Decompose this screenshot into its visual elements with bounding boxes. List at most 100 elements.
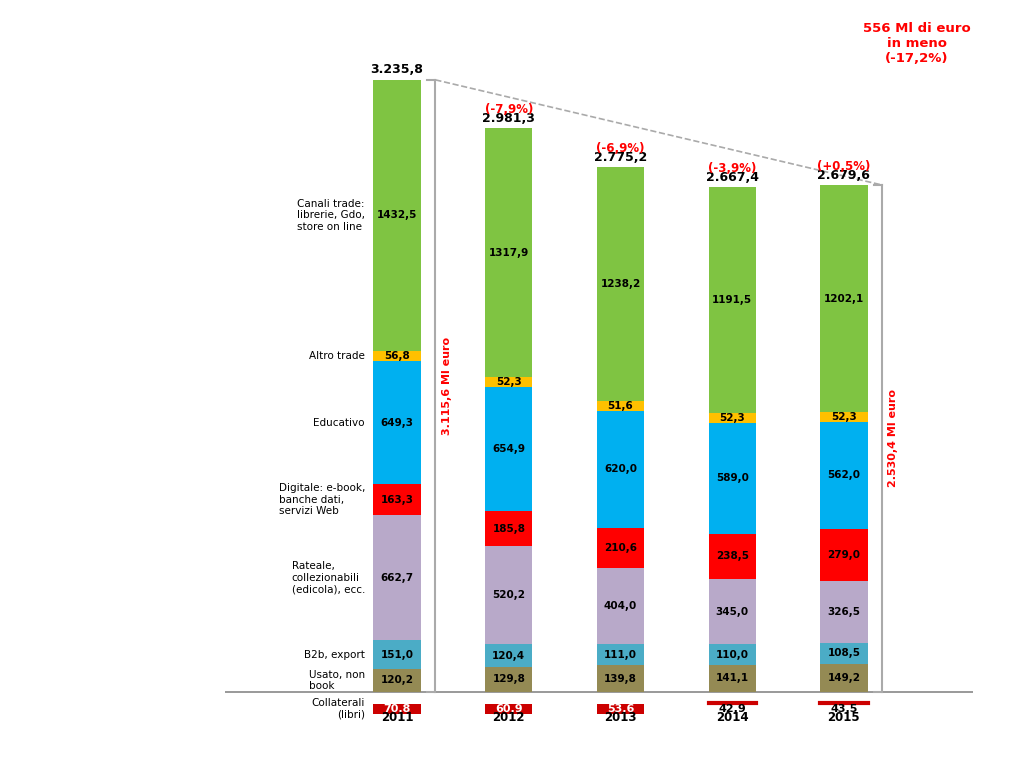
Bar [374, 350, 421, 362]
Text: 110,0: 110,0 [716, 649, 749, 659]
Text: 163,3: 163,3 [381, 495, 414, 505]
Text: 60,9: 60,9 [495, 704, 522, 714]
Bar [374, 80, 421, 350]
Text: 42,9: 42,9 [719, 704, 746, 714]
Bar [485, 377, 532, 387]
Text: 139,8: 139,8 [604, 673, 637, 684]
Bar [485, 667, 532, 692]
Text: 1191,5: 1191,5 [712, 295, 753, 305]
Bar [820, 412, 867, 422]
Text: 3.115,6 Ml euro: 3.115,6 Ml euro [441, 337, 452, 435]
Text: 141,1: 141,1 [716, 673, 749, 683]
Bar [485, 546, 532, 644]
Bar [709, 412, 756, 422]
Text: 2011: 2011 [381, 711, 414, 724]
Bar [597, 644, 644, 666]
Text: 620,0: 620,0 [604, 464, 637, 474]
Bar [820, 529, 867, 581]
FancyBboxPatch shape [597, 704, 644, 714]
Text: 1202,1: 1202,1 [823, 294, 864, 304]
Bar [597, 568, 644, 644]
Text: B2b, export: B2b, export [304, 649, 365, 659]
Text: 649,3: 649,3 [381, 418, 414, 428]
Text: 654,9: 654,9 [493, 444, 525, 454]
Bar [709, 665, 756, 692]
Text: Collaterali
(libri): Collaterali (libri) [311, 698, 365, 720]
Bar [820, 581, 867, 643]
Bar [597, 401, 644, 411]
Text: 2013: 2013 [604, 711, 637, 724]
Bar [709, 187, 756, 412]
Text: 2014: 2014 [716, 711, 749, 724]
Text: 1317,9: 1317,9 [488, 248, 529, 258]
Bar [597, 528, 644, 568]
Text: 129,8: 129,8 [493, 675, 525, 685]
Text: 1238,2: 1238,2 [600, 279, 641, 289]
Text: Canali trade:
librerie, Gdo,
store on line: Canali trade: librerie, Gdo, store on li… [297, 199, 365, 232]
Text: (+0,5%): (+0,5%) [817, 160, 870, 173]
Text: 3.235,8: 3.235,8 [371, 63, 424, 76]
Bar [820, 663, 867, 692]
Bar [709, 422, 756, 534]
Text: 2012: 2012 [493, 711, 525, 724]
Bar [374, 515, 421, 640]
Text: 108,5: 108,5 [827, 648, 860, 659]
Text: 520,2: 520,2 [493, 591, 525, 601]
Text: Altro trade: Altro trade [309, 351, 365, 361]
Bar [374, 484, 421, 515]
Text: 70,8: 70,8 [383, 704, 411, 714]
Bar [820, 185, 867, 412]
Bar [374, 362, 421, 484]
Text: (-3,9%): (-3,9%) [708, 162, 757, 175]
FancyBboxPatch shape [485, 704, 532, 714]
Text: 52,3: 52,3 [496, 377, 521, 387]
Text: 2.981,3: 2.981,3 [482, 112, 536, 125]
Text: (-7,9%): (-7,9%) [484, 103, 534, 116]
Text: 43,5: 43,5 [830, 704, 858, 714]
Text: 120,4: 120,4 [493, 651, 525, 661]
Text: 52,3: 52,3 [719, 412, 745, 422]
Bar [485, 644, 532, 667]
Text: 56,8: 56,8 [384, 351, 410, 361]
Text: Digitale: e-book,
banche dati,
servizi Web: Digitale: e-book, banche dati, servizi W… [279, 483, 365, 516]
Text: 185,8: 185,8 [493, 523, 525, 533]
Text: 51,6: 51,6 [607, 401, 634, 411]
Text: 404,0: 404,0 [604, 601, 637, 611]
Text: 2.679,6: 2.679,6 [817, 168, 870, 181]
Bar [597, 666, 644, 692]
Bar [485, 128, 532, 377]
Text: 2.775,2: 2.775,2 [594, 151, 647, 164]
Text: 149,2: 149,2 [827, 672, 860, 682]
Bar [485, 511, 532, 546]
Bar [709, 644, 756, 665]
Text: 111,0: 111,0 [604, 649, 637, 660]
Text: 562,0: 562,0 [827, 470, 860, 480]
Text: 2.530,4 Ml euro: 2.530,4 Ml euro [889, 389, 898, 487]
Bar [374, 640, 421, 669]
Text: Rateale,
collezionabili
(edicola), ecc.: Rateale, collezionabili (edicola), ecc. [292, 562, 365, 594]
Text: 210,6: 210,6 [604, 543, 637, 553]
Bar [709, 534, 756, 579]
Bar [820, 643, 867, 663]
Text: 151,0: 151,0 [381, 649, 414, 659]
Bar [820, 422, 867, 529]
Text: 589,0: 589,0 [716, 474, 749, 483]
Bar [597, 167, 644, 401]
Text: 238,5: 238,5 [716, 552, 749, 562]
Text: 2015: 2015 [827, 711, 860, 724]
Text: 556 Ml di euro
in meno
(-17,2%): 556 Ml di euro in meno (-17,2%) [863, 21, 971, 65]
Text: 345,0: 345,0 [716, 607, 749, 617]
Text: 326,5: 326,5 [827, 607, 860, 617]
Text: 1432,5: 1432,5 [377, 210, 418, 220]
Bar [597, 411, 644, 528]
Bar [485, 387, 532, 511]
Text: 279,0: 279,0 [827, 550, 860, 560]
Text: 662,7: 662,7 [381, 573, 414, 583]
Text: Usato, non
book: Usato, non book [309, 669, 365, 692]
Text: Educativo: Educativo [313, 418, 365, 428]
Text: 52,3: 52,3 [831, 412, 857, 422]
Bar [374, 669, 421, 692]
Text: (-6,9%): (-6,9%) [596, 142, 645, 155]
Bar [709, 579, 756, 644]
FancyBboxPatch shape [374, 704, 421, 714]
